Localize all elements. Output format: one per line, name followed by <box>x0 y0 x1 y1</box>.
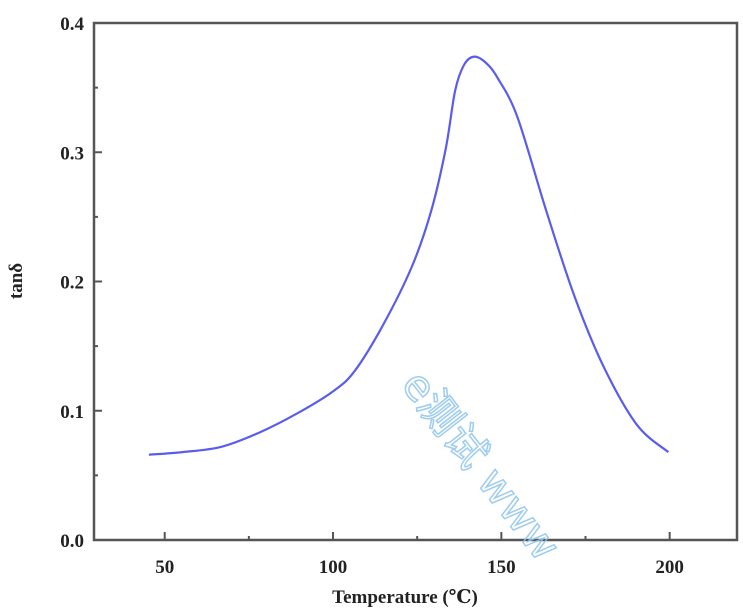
series-line <box>148 55 670 456</box>
x-tick-label: 50 <box>155 557 174 578</box>
y-axis-title: tanδ <box>6 263 27 299</box>
y-tick-label: 0.0 <box>60 531 84 552</box>
y-tick-label: 0.2 <box>60 273 84 294</box>
x-tick-label: 150 <box>487 557 516 578</box>
y-tick-label: 0.4 <box>60 14 84 35</box>
x-axis-title: Temperature (℃) <box>332 587 478 608</box>
y-tick-label: 0.1 <box>60 402 84 423</box>
y-tick-label: 0.3 <box>60 143 84 164</box>
watermark: e测试 www <box>392 361 570 569</box>
x-tick-label: 200 <box>655 557 684 578</box>
x-tick-label: 100 <box>319 557 348 578</box>
plot-frame <box>92 21 739 542</box>
